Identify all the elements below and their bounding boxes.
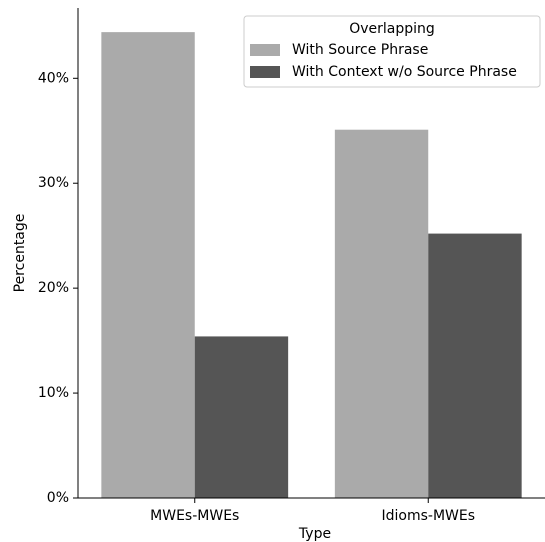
y-axis-label: Percentage [12,214,28,293]
bar [428,233,522,498]
legend-swatch [250,44,280,56]
bar [194,336,289,498]
y-tick-label: 0% [47,490,69,506]
x-axis-label: Type [298,526,331,542]
legend-title: Overlapping [349,21,435,37]
legend-swatch [250,66,280,78]
x-tick-label: MWEs-MWEs [150,508,239,524]
bar [334,129,429,498]
y-tick-label: 30% [38,175,69,191]
legend-label: With Context w/o Source Phrase [292,64,517,80]
y-tick-label: 40% [38,70,69,86]
legend-label: With Source Phrase [292,42,428,58]
y-tick-label: 20% [38,280,69,296]
y-tick-label: 10% [38,385,69,401]
legend-box [243,15,541,88]
x-tick-label: Idioms-MWEs [381,508,475,524]
bar [101,32,195,499]
